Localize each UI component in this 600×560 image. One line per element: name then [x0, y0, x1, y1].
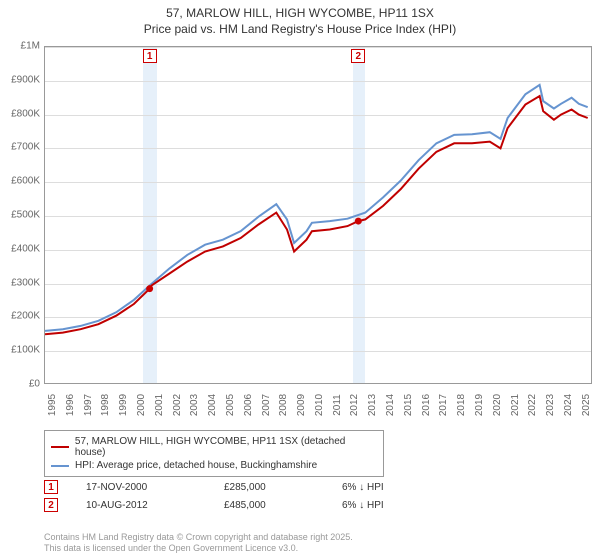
xtick-label: 2005 — [225, 394, 236, 416]
ytick-label: £1M — [21, 41, 40, 52]
xtick-label: 2007 — [261, 394, 272, 416]
xtick-label: 2014 — [385, 394, 396, 416]
xtick-label: 2019 — [474, 394, 485, 416]
legend: 57, MARLOW HILL, HIGH WYCOMBE, HP11 1SX … — [44, 430, 384, 477]
xtick-label: 2017 — [438, 394, 449, 416]
xtick-label: 2006 — [243, 394, 254, 416]
ytick-label: £400K — [11, 243, 40, 254]
ytick-label: £800K — [11, 108, 40, 119]
ytick-label: £600K — [11, 176, 40, 187]
xtick-label: 2000 — [136, 394, 147, 416]
ytick-label: £200K — [11, 311, 40, 322]
xtick-label: 2024 — [563, 394, 574, 416]
footer-line2: This data is licensed under the Open Gov… — [44, 543, 353, 555]
xtick-label: 1996 — [65, 394, 76, 416]
xtick-label: 2009 — [296, 394, 307, 416]
xtick-label: 2016 — [421, 394, 432, 416]
ytick-label: £0 — [29, 379, 40, 390]
xtick-label: 1999 — [118, 394, 129, 416]
ytick-label: £700K — [11, 142, 40, 153]
ytick-label: £500K — [11, 210, 40, 221]
legend-item: 57, MARLOW HILL, HIGH WYCOMBE, HP11 1SX … — [51, 435, 377, 459]
xtick-label: 1997 — [83, 394, 94, 416]
xtick-label: 2008 — [278, 394, 289, 416]
xtick-label: 2023 — [545, 394, 556, 416]
line-plot — [45, 47, 592, 384]
xtick-label: 2004 — [207, 394, 218, 416]
xtick-label: 2013 — [367, 394, 378, 416]
xtick-label: 2012 — [349, 394, 360, 416]
xtick-label: 2001 — [154, 394, 165, 416]
footer-attribution: Contains HM Land Registry data © Crown c… — [44, 532, 353, 555]
xtick-label: 2002 — [172, 394, 183, 416]
xtick-label: 1998 — [100, 394, 111, 416]
ytick-label: £300K — [11, 277, 40, 288]
legend-item: HPI: Average price, detached house, Buck… — [51, 459, 377, 472]
xtick-label: 2018 — [456, 394, 467, 416]
xtick-label: 2020 — [492, 394, 503, 416]
xtick-label: 2021 — [510, 394, 521, 416]
plot-area: 12 — [44, 46, 592, 384]
sale-row: 117-NOV-2000£285,0006% ↓ HPI — [44, 478, 592, 496]
xtick-label: 2022 — [527, 394, 538, 416]
chart-title: 57, MARLOW HILL, HIGH WYCOMBE, HP11 1SX … — [0, 0, 600, 39]
ytick-label: £100K — [11, 345, 40, 356]
sale-marker: 1 — [143, 49, 157, 63]
sales-table: 117-NOV-2000£285,0006% ↓ HPI210-AUG-2012… — [44, 478, 592, 514]
xtick-label: 2011 — [332, 394, 343, 416]
title-line2: Price paid vs. HM Land Registry's House … — [10, 22, 590, 38]
xtick-label: 1995 — [47, 394, 58, 416]
xtick-label: 2025 — [581, 394, 592, 416]
xtick-label: 2003 — [189, 394, 200, 416]
sale-row: 210-AUG-2012£485,0006% ↓ HPI — [44, 496, 592, 514]
footer-line1: Contains HM Land Registry data © Crown c… — [44, 532, 353, 544]
xtick-label: 2015 — [403, 394, 414, 416]
xtick-label: 2010 — [314, 394, 325, 416]
title-line1: 57, MARLOW HILL, HIGH WYCOMBE, HP11 1SX — [10, 6, 590, 22]
chart: 12 — [44, 46, 592, 384]
ytick-label: £900K — [11, 74, 40, 85]
sale-marker: 2 — [351, 49, 365, 63]
